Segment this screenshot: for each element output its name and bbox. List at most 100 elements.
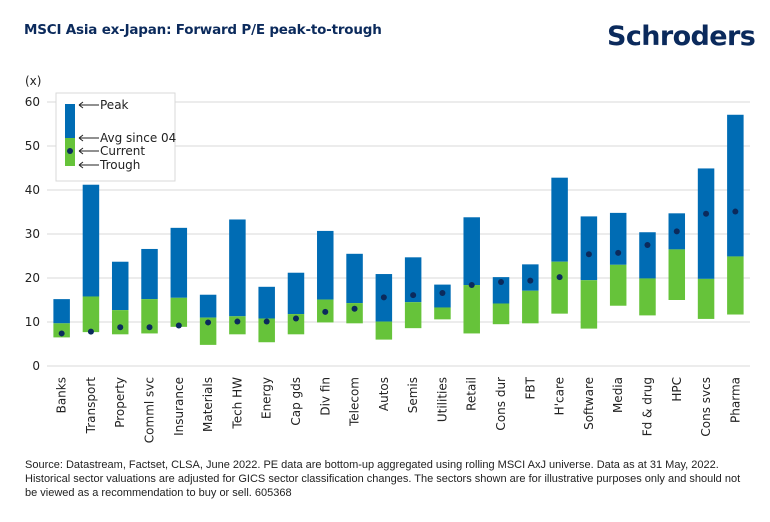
x-category-label: H'care: [553, 377, 567, 415]
peak-bar: [199, 294, 217, 318]
trough-bar: [522, 290, 539, 324]
trough-bar: [404, 302, 422, 329]
bar-group: [375, 274, 393, 340]
trough-bar: [111, 310, 129, 335]
trough-bar: [170, 297, 188, 327]
current-marker: [322, 308, 329, 315]
arrow-icon: [78, 161, 99, 169]
x-category-label: Tech HW: [230, 377, 244, 430]
trough-bar: [287, 314, 305, 335]
current-marker: [703, 210, 710, 217]
bar-group: [141, 248, 158, 334]
peak-bar: [317, 230, 334, 300]
current-marker: [234, 318, 241, 325]
bar-group: [522, 264, 539, 324]
trough-bar: [668, 249, 686, 300]
bar-group: [229, 219, 246, 335]
current-marker: [585, 251, 592, 258]
x-category-label: Banks: [55, 377, 69, 413]
current-marker: [351, 305, 358, 312]
current-marker: [732, 208, 739, 215]
current-marker: [644, 242, 651, 248]
trough-bar: [609, 264, 627, 306]
peak-bar: [639, 232, 656, 279]
bar-group: [404, 257, 422, 329]
y-tick-label: 10: [25, 315, 40, 329]
x-category-label: HPC: [670, 377, 684, 402]
peak-bar: [609, 212, 627, 265]
legend: Peak Avg since 04 Current Trough: [55, 92, 176, 182]
legend-peak-label: Peak: [100, 98, 129, 112]
bar-group: [434, 284, 451, 320]
trough-bar: [697, 278, 715, 319]
y-tick-label: 0: [32, 359, 40, 373]
trough-bar: [258, 318, 275, 343]
pe-range-chart: 0 10 20 30 40 50 60 Banks Transport Property Comm…: [25, 92, 750, 443]
bar-group: [258, 286, 275, 343]
peak-bar: [522, 264, 539, 291]
peak-bar: [727, 114, 744, 257]
peak-bar: [82, 184, 100, 297]
peak-bar: [697, 168, 715, 279]
legend-box: [55, 92, 176, 182]
current-marker: [263, 318, 270, 325]
y-axis-ticks: 0 10 20 30 40 50 60: [25, 95, 40, 373]
x-category-label: Retail: [465, 377, 479, 411]
legend-peak-swatch: [65, 104, 75, 138]
current-marker: [673, 228, 680, 235]
trough-bar: [434, 307, 451, 320]
x-category-label: FBT: [523, 376, 537, 399]
bar-group: [111, 261, 129, 335]
trough-bar: [551, 261, 568, 314]
current-marker: [439, 289, 446, 296]
trough-bar: [727, 256, 744, 315]
arrow-icon: [78, 101, 99, 109]
legend-current-marker: [67, 148, 73, 154]
current-marker: [556, 274, 563, 281]
bar-group: [287, 272, 305, 335]
bar-group: [317, 230, 334, 323]
x-category-label: Property: [113, 377, 127, 428]
current-marker: [58, 330, 65, 337]
x-category-label: Media: [611, 377, 625, 413]
bar-group: [492, 277, 510, 325]
y-tick-label: 30: [25, 227, 40, 241]
bar-group: [346, 253, 363, 324]
peak-bar: [287, 272, 305, 315]
trough-bar: [53, 323, 70, 338]
current-marker: [498, 278, 505, 285]
peak-bar: [141, 248, 158, 300]
peak-bar: [53, 299, 70, 324]
arrow-icon: [78, 147, 99, 155]
x-category-label: Semis: [406, 377, 420, 413]
x-category-label: Software: [582, 377, 596, 430]
trough-bar: [229, 316, 246, 335]
current-marker: [527, 277, 534, 284]
y-tick-label: 20: [25, 271, 40, 285]
bar-group: [639, 232, 656, 316]
current-marker: [380, 294, 387, 301]
source-footnote: Source: Datastream, Factset, CLSA, June …: [25, 459, 741, 499]
trough-bar: [141, 299, 158, 334]
current-marker: [468, 282, 475, 289]
x-axis-labels: Banks Transport Property Comml svc Insurance…: [55, 376, 743, 443]
y-tick-label: 60: [25, 95, 40, 109]
peak-bar: [580, 216, 598, 281]
peak-bar: [463, 217, 480, 286]
peak-bar: [551, 177, 568, 262]
y-tick-label: 50: [25, 139, 40, 153]
bar-group: [609, 212, 627, 306]
trough-bar: [580, 280, 598, 329]
x-category-label: Utilities: [435, 377, 449, 422]
bars: [53, 114, 744, 345]
x-category-label: Pharma: [728, 377, 742, 423]
bar-group: [580, 216, 598, 329]
bar-group: [53, 299, 70, 338]
arrow-icon: [78, 134, 99, 142]
current-marker: [292, 315, 299, 322]
legend-trough-label: Trough: [99, 158, 140, 172]
x-category-label: Autos: [377, 377, 391, 411]
bar-group: [82, 184, 100, 335]
trough-bar: [639, 278, 656, 316]
current-marker: [117, 324, 124, 331]
